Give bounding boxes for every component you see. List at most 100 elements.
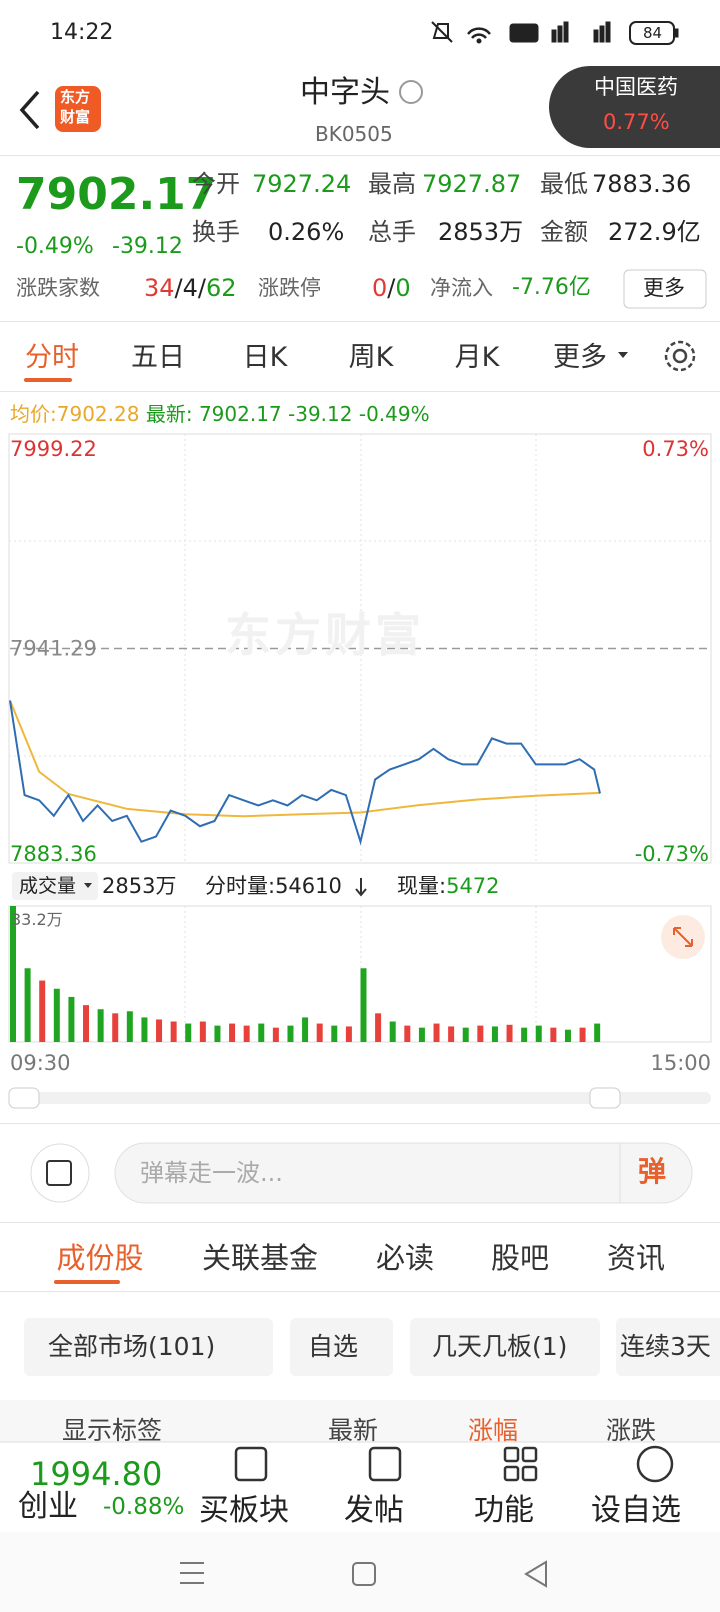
volume-selector[interactable] (12, 872, 98, 900)
volume-bar (535, 1025, 542, 1042)
index-name[interactable]: 创业 (18, 1489, 78, 1524)
separator: / (387, 274, 396, 302)
volume-bar (564, 1029, 571, 1042)
period-tab[interactable]: 周K (348, 342, 394, 373)
related-name[interactable]: 中国医药 (594, 75, 678, 99)
divider (0, 155, 720, 156)
status-icons (431, 21, 679, 45)
action-label[interactable]: 功能 (474, 1493, 534, 1528)
period-tab[interactable]: 更多 (553, 342, 607, 373)
more-button[interactable]: 更多 (643, 276, 685, 300)
action-label[interactable]: 发帖 (344, 1493, 404, 1528)
legend: 均价:7902.28 最新: 7902.17 -39.12 -0.49% (10, 404, 430, 424)
filter-label[interactable]: 全部市场(101) (48, 1332, 216, 1361)
volume-bar (24, 968, 31, 1042)
section-tab[interactable]: 必读 (375, 1241, 435, 1275)
filter-chip[interactable] (410, 1318, 600, 1376)
volume-bar (126, 1011, 133, 1042)
filter-label[interactable]: 自选 (308, 1332, 359, 1361)
filter-label[interactable]: 连续3天 (620, 1332, 711, 1361)
period-tab[interactable]: 分时 (25, 342, 79, 373)
period-tab[interactable]: 五日 (131, 342, 185, 373)
stat-value: 0.26% (268, 218, 345, 246)
related-change[interactable]: 0.77% (603, 110, 670, 134)
volume-bar (521, 1027, 528, 1042)
danmu-input[interactable] (114, 1142, 693, 1204)
average-line (9, 700, 601, 818)
settings-icon[interactable] (664, 340, 696, 372)
period-tab[interactable]: 日K (242, 342, 288, 373)
breadth-label: 涨跌家数 (16, 276, 100, 300)
inflow-value: -7.76亿 (512, 275, 591, 300)
nav-icons[interactable] (180, 1560, 547, 1588)
filter-chip[interactable] (24, 1318, 273, 1376)
volume-max: 33.2万 (11, 910, 63, 929)
volume-selector-label[interactable]: 成交量 (19, 875, 77, 897)
related-pill[interactable] (549, 66, 720, 148)
volume-bar (375, 1013, 382, 1042)
limit: 0/0 (372, 276, 411, 300)
back-arrow[interactable] (19, 90, 40, 130)
volume-total: 2853万 (102, 874, 177, 898)
volume-bar (272, 1027, 279, 1042)
section-tab[interactable]: 关联基金 (201, 1241, 319, 1275)
expand-icon (673, 927, 693, 947)
info-icon[interactable] (399, 80, 423, 104)
action-label[interactable]: 设自选 (591, 1493, 681, 1528)
volume-bar (594, 1023, 601, 1042)
volume-frame (8, 905, 712, 1043)
limit-up: 0 (372, 274, 388, 302)
action-label[interactable]: 买板块 (199, 1493, 289, 1528)
index-change[interactable]: -0.88% (103, 1494, 185, 1520)
danmu-send[interactable]: 弹 (638, 1155, 667, 1188)
section-tab[interactable]: 成份股 (56, 1241, 144, 1275)
y2-tick-label: 0.73% (642, 437, 709, 461)
column-header[interactable]: 显示标签 (62, 1416, 163, 1442)
column-header[interactable]: 最新 (328, 1416, 379, 1442)
danmu-placeholder[interactable]: 弹幕走一波... (140, 1159, 283, 1187)
volume-bar (243, 1025, 250, 1042)
danmu-settings[interactable] (30, 1143, 90, 1203)
stat-label: 今开 (192, 170, 240, 198)
legend-change-pct: -0.49% (358, 402, 430, 426)
slider-handle[interactable] (589, 1087, 621, 1109)
y-tick-label: 7883.36 (10, 842, 97, 866)
filter-label[interactable]: 几天几板(1) (432, 1332, 568, 1361)
filter-chip[interactable] (290, 1318, 393, 1376)
index-value[interactable]: 1994.80 (30, 1455, 163, 1493)
volume-bar (331, 1025, 338, 1042)
hour-grid (9, 434, 711, 1042)
separator: / (197, 274, 207, 302)
tab-underline (24, 378, 72, 382)
y-tick-label: 7941.29 (10, 637, 97, 661)
period-tab[interactable]: 月K (454, 342, 500, 373)
avg-label: 均价: (10, 402, 57, 426)
column-header[interactable]: 涨跌 (606, 1416, 657, 1442)
slider-handle[interactable] (8, 1087, 40, 1109)
stat-value: 272.9亿 (608, 218, 701, 246)
code: BK0505 (315, 122, 393, 146)
volume-bar (345, 1026, 352, 1042)
filter-chip[interactable] (616, 1318, 720, 1376)
stat-label: 总手 (368, 218, 416, 246)
down-count: 62 (206, 274, 237, 302)
volume-bar (418, 1027, 425, 1042)
volume-bar (389, 1021, 396, 1042)
latest-value: 7902.17 (198, 402, 282, 426)
action-icons (234, 1445, 674, 1483)
flat-count: 4 (182, 274, 198, 302)
volume-bar (404, 1025, 411, 1042)
volume-bar (287, 1025, 294, 1042)
stat-value: 2853万 (438, 218, 524, 246)
status-time: 14:22 (50, 20, 114, 45)
more-button-frame[interactable] (623, 269, 707, 309)
volume-bar (97, 1009, 104, 1042)
range-slider[interactable] (9, 1092, 711, 1104)
divider (0, 1291, 720, 1292)
volume-bar (83, 1005, 90, 1042)
section-tab[interactable]: 资讯 (606, 1241, 666, 1275)
section-tab[interactable]: 股吧 (490, 1241, 550, 1275)
column-header[interactable]: 涨幅 (468, 1416, 519, 1442)
